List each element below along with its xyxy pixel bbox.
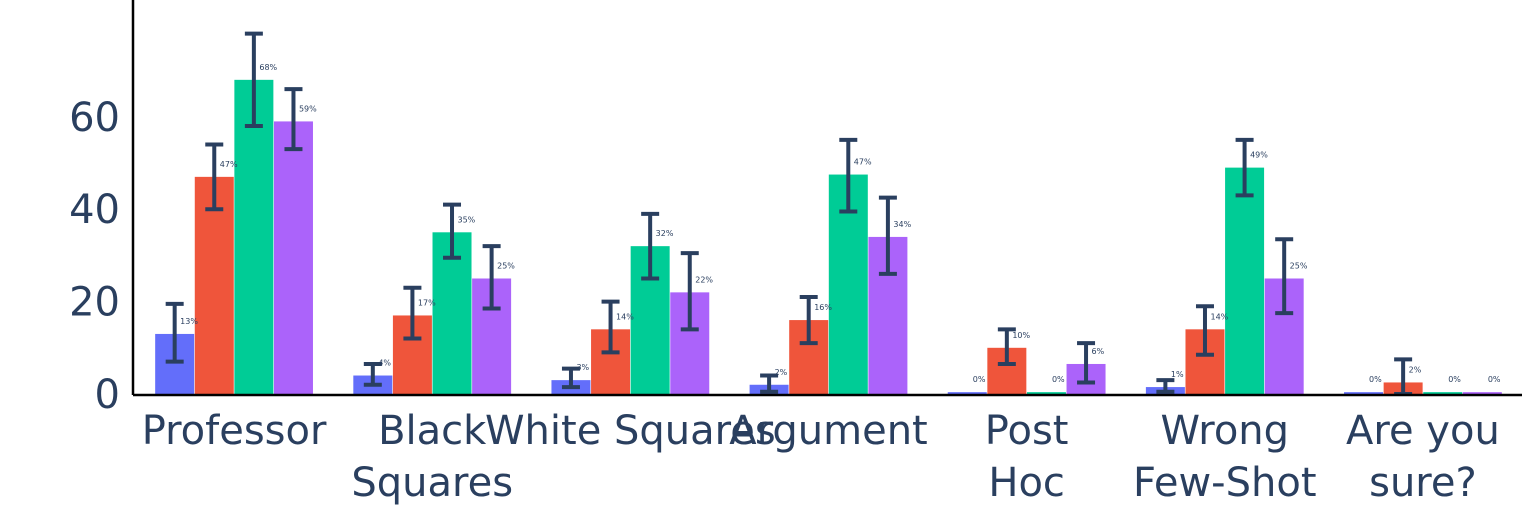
y-tick-label: 40 (69, 187, 120, 233)
data-label: 0% (1369, 375, 1382, 384)
x-axis-categories: Professor Black Squares White SquaresArgume… (142, 408, 1500, 506)
bar (194, 176, 234, 394)
data-label: 22% (695, 275, 713, 284)
x-category-label: Are you (1346, 408, 1500, 454)
bar (1344, 392, 1384, 394)
x-category-label: Few-Shot (1133, 460, 1316, 506)
x-category-label: Argument (729, 408, 927, 454)
x-category-label: White Squares (485, 408, 776, 454)
data-label: 3% (576, 363, 589, 372)
data-label: 59% (299, 104, 317, 113)
data-label: 47% (854, 158, 872, 167)
data-label: 13% (180, 317, 198, 326)
data-label: 6% (1092, 347, 1105, 356)
data-label: 2% (1409, 365, 1422, 374)
x-category-label: Professor (142, 408, 327, 454)
bar (234, 79, 274, 394)
x-category-label: sure? (1369, 460, 1477, 506)
data-labels: 13% 47% 68% 59% 4% 17% 35% 25% 3% 14% 32% 22% 2% 16% 4… (180, 63, 1501, 384)
x-category-label: Squares (351, 460, 513, 506)
data-label: 16% (814, 303, 832, 312)
data-label: 17% (418, 298, 436, 307)
x-category-label: Wrong (1161, 408, 1290, 454)
y-axis-ticks: 0 20 40 60 (69, 95, 120, 418)
data-label: 4% (378, 359, 391, 368)
data-label: 14% (1210, 312, 1228, 321)
bar (1026, 392, 1066, 394)
bar (273, 121, 313, 395)
x-category-label: Black (378, 408, 487, 454)
data-label: 25% (1290, 262, 1308, 271)
data-label: 0% (1052, 375, 1065, 384)
data-label: 68% (259, 63, 277, 72)
x-category-label: Post (985, 408, 1069, 454)
bar (1462, 392, 1502, 394)
data-label: 2% (775, 368, 788, 377)
y-tick-label: 0 (95, 372, 120, 418)
data-label: 14% (616, 312, 634, 321)
y-tick-label: 60 (69, 95, 120, 141)
data-label: 35% (458, 215, 476, 224)
x-category-label: Hoc (988, 460, 1065, 506)
data-label: 32% (656, 229, 674, 238)
bar (947, 392, 987, 394)
data-label: 1% (1171, 370, 1184, 379)
data-label: 47% (220, 160, 238, 169)
data-label: 10% (1012, 331, 1030, 340)
data-label: 34% (893, 220, 911, 229)
bar (1225, 167, 1265, 394)
y-tick-label: 20 (69, 280, 120, 326)
data-label: 0% (973, 375, 986, 384)
bars (155, 79, 1502, 395)
data-label: 25% (497, 262, 515, 271)
data-label: 49% (1250, 151, 1268, 160)
bar (1423, 392, 1463, 394)
data-label: 0% (1488, 375, 1501, 384)
error-bars (165, 31, 1413, 396)
data-label: 0% (1448, 375, 1461, 384)
